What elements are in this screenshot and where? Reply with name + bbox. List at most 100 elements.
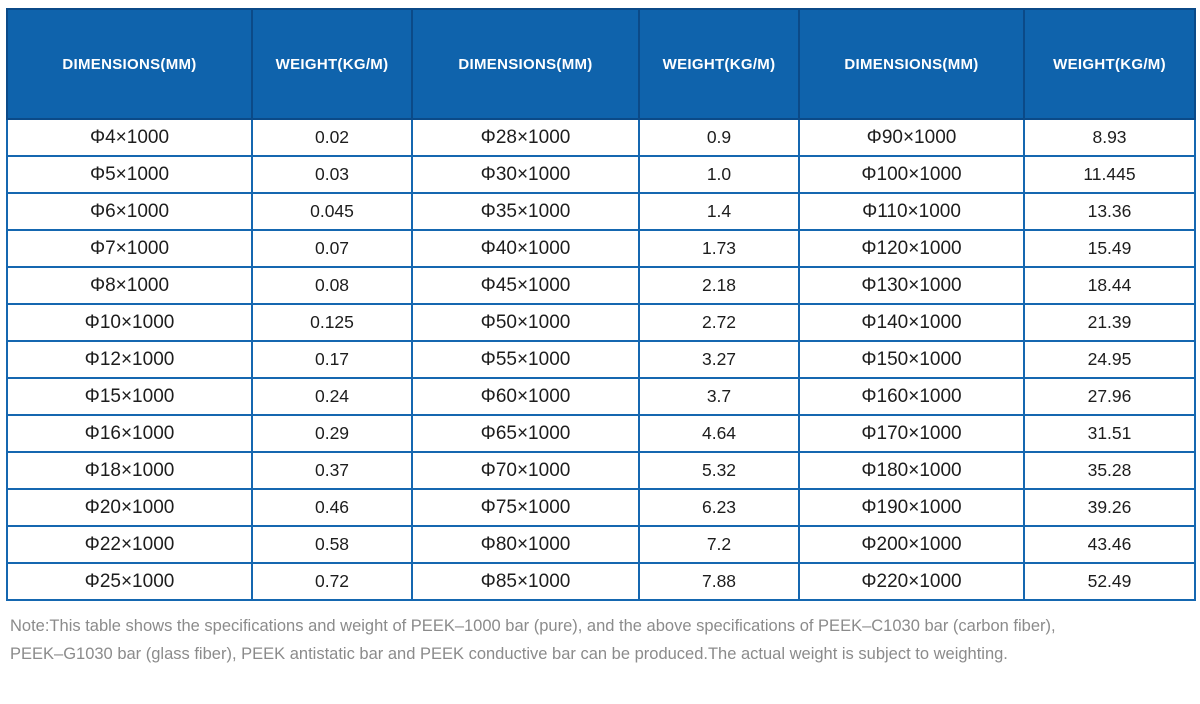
header-weight-3: WEIGHT(KG/M) [1023, 8, 1196, 120]
dimension-cell: Φ110×1000 [798, 192, 1025, 231]
note-line-2: PEEK–G1030 bar (glass fiber), PEEK antis… [10, 645, 1008, 663]
dimension-cell: Φ85×1000 [411, 562, 640, 601]
dimension-cell: Φ15×1000 [6, 377, 253, 416]
dimension-cell: Φ6×1000 [6, 192, 253, 231]
weight-cell: 0.72 [251, 562, 413, 601]
dimension-cell: Φ120×1000 [798, 229, 1025, 268]
dimension-cell: Φ190×1000 [798, 488, 1025, 527]
dimension-cell: Φ22×1000 [6, 525, 253, 564]
table-row: Φ10×1000 0.125 Φ50×1000 2.72 Φ140×1000 21.39 [6, 303, 1196, 342]
weight-cell: 27.96 [1023, 377, 1196, 416]
weight-cell: 0.125 [251, 303, 413, 342]
table-row: Φ18×1000 0.37 Φ70×1000 5.32 Φ180×1000 35.28 [6, 451, 1196, 490]
dimension-cell: Φ5×1000 [6, 155, 253, 194]
weight-cell: 18.44 [1023, 266, 1196, 305]
weight-cell: 0.02 [251, 118, 413, 157]
note-text: Note:This table shows the specifications… [10, 612, 1194, 668]
dimension-cell: Φ28×1000 [411, 118, 640, 157]
weight-cell: 0.24 [251, 377, 413, 416]
table-row: Φ20×1000 0.46 Φ75×1000 6.23 Φ190×1000 39.26 [6, 488, 1196, 527]
weight-cell: 0.37 [251, 451, 413, 490]
dimension-cell: Φ18×1000 [6, 451, 253, 490]
table-header: DIMENSIONS(MM) WEIGHT(KG/M) DIMENSIONS(M… [6, 8, 1196, 120]
dimension-cell: Φ60×1000 [411, 377, 640, 416]
dimension-cell: Φ130×1000 [798, 266, 1025, 305]
dimension-cell: Φ75×1000 [411, 488, 640, 527]
weight-cell: 6.23 [638, 488, 800, 527]
note-line-1: Note:This table shows the specifications… [10, 617, 1056, 635]
weight-cell: 39.26 [1023, 488, 1196, 527]
weight-cell: 4.64 [638, 414, 800, 453]
header-weight-1: WEIGHT(KG/M) [251, 8, 413, 120]
dimension-cell: Φ45×1000 [411, 266, 640, 305]
weight-cell: 52.49 [1023, 562, 1196, 601]
weight-cell: 7.2 [638, 525, 800, 564]
dimension-cell: Φ40×1000 [411, 229, 640, 268]
dimension-cell: Φ8×1000 [6, 266, 253, 305]
weight-cell: 0.08 [251, 266, 413, 305]
weight-cell: 13.36 [1023, 192, 1196, 231]
weight-cell: 0.29 [251, 414, 413, 453]
weight-cell: 2.18 [638, 266, 800, 305]
weight-cell: 0.17 [251, 340, 413, 379]
weight-cell: 21.39 [1023, 303, 1196, 342]
dimension-cell: Φ70×1000 [411, 451, 640, 490]
weight-cell: 7.88 [638, 562, 800, 601]
table-row: Φ15×1000 0.24 Φ60×1000 3.7 Φ160×1000 27.96 [6, 377, 1196, 416]
dimension-cell: Φ100×1000 [798, 155, 1025, 194]
table-row: Φ12×1000 0.17 Φ55×1000 3.27 Φ150×1000 24.95 [6, 340, 1196, 379]
dimension-cell: Φ170×1000 [798, 414, 1025, 453]
dimension-cell: Φ140×1000 [798, 303, 1025, 342]
dimension-cell: Φ4×1000 [6, 118, 253, 157]
weight-cell: 3.27 [638, 340, 800, 379]
weight-cell: 1.73 [638, 229, 800, 268]
dimension-cell: Φ10×1000 [6, 303, 253, 342]
table-row: Φ25×1000 0.72 Φ85×1000 7.88 Φ220×1000 52.49 [6, 562, 1196, 601]
weight-cell: 3.7 [638, 377, 800, 416]
dimension-cell: Φ160×1000 [798, 377, 1025, 416]
weight-cell: 1.4 [638, 192, 800, 231]
header-dimensions-3: DIMENSIONS(MM) [798, 8, 1025, 120]
table-row: Φ16×1000 0.29 Φ65×1000 4.64 Φ170×1000 31.51 [6, 414, 1196, 453]
header-dimensions-2: DIMENSIONS(MM) [411, 8, 640, 120]
dimension-cell: Φ12×1000 [6, 340, 253, 379]
table-row: Φ7×1000 0.07 Φ40×1000 1.73 Φ120×1000 15.49 [6, 229, 1196, 268]
weight-cell: 0.9 [638, 118, 800, 157]
dimension-cell: Φ30×1000 [411, 155, 640, 194]
dimension-cell: Φ16×1000 [6, 414, 253, 453]
weight-cell: 24.95 [1023, 340, 1196, 379]
dimension-cell: Φ65×1000 [411, 414, 640, 453]
header-dimensions-1: DIMENSIONS(MM) [6, 8, 253, 120]
header-row: DIMENSIONS(MM) WEIGHT(KG/M) DIMENSIONS(M… [6, 8, 1196, 120]
dimension-cell: Φ7×1000 [6, 229, 253, 268]
weight-cell: 2.72 [638, 303, 800, 342]
dimension-cell: Φ200×1000 [798, 525, 1025, 564]
table-body: Φ4×1000 0.02 Φ28×1000 0.9 Φ90×1000 8.93 Φ5×100… [6, 118, 1196, 601]
dimension-cell: Φ20×1000 [6, 488, 253, 527]
weight-cell: 0.07 [251, 229, 413, 268]
table-row: Φ22×1000 0.58 Φ80×1000 7.2 Φ200×1000 43.46 [6, 525, 1196, 564]
weight-cell: 0.46 [251, 488, 413, 527]
weight-cell: 43.46 [1023, 525, 1196, 564]
dimension-cell: Φ25×1000 [6, 562, 253, 601]
weight-cell: 35.28 [1023, 451, 1196, 490]
table-row: Φ8×1000 0.08 Φ45×1000 2.18 Φ130×1000 18.44 [6, 266, 1196, 305]
dimension-cell: Φ180×1000 [798, 451, 1025, 490]
weight-cell: 31.51 [1023, 414, 1196, 453]
weight-cell: 8.93 [1023, 118, 1196, 157]
dimension-cell: Φ90×1000 [798, 118, 1025, 157]
dimension-cell: Φ35×1000 [411, 192, 640, 231]
dimension-cell: Φ220×1000 [798, 562, 1025, 601]
weight-cell: 11.445 [1023, 155, 1196, 194]
table-row: Φ6×1000 0.045 Φ35×1000 1.4 Φ110×1000 13.36 [6, 192, 1196, 231]
weight-cell: 1.0 [638, 155, 800, 194]
peek-bar-spec-table: DIMENSIONS(MM) WEIGHT(KG/M) DIMENSIONS(M… [6, 8, 1196, 601]
weight-cell: 5.32 [638, 451, 800, 490]
weight-cell: 0.045 [251, 192, 413, 231]
table-row: Φ5×1000 0.03 Φ30×1000 1.0 Φ100×1000 11.445 [6, 155, 1196, 194]
table-row: Φ4×1000 0.02 Φ28×1000 0.9 Φ90×1000 8.93 [6, 118, 1196, 157]
weight-cell: 0.03 [251, 155, 413, 194]
dimension-cell: Φ150×1000 [798, 340, 1025, 379]
weight-cell: 15.49 [1023, 229, 1196, 268]
